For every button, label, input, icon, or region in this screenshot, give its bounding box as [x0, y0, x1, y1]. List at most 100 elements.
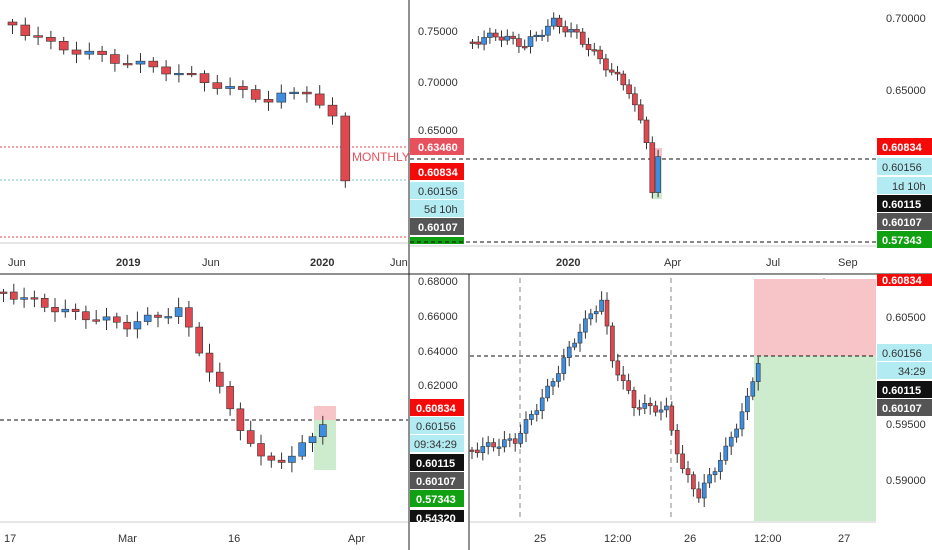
x-tick-label: Jul	[766, 257, 780, 269]
candle-body	[718, 460, 723, 472]
candle-body	[496, 446, 502, 449]
candle-body	[534, 410, 540, 415]
panel-bottom-left[interactable]: 17 Mar 16 Apr 0.68000 0.66000 0.64000 0.…	[0, 276, 464, 545]
4h-candles	[0, 283, 327, 473]
candle-body	[212, 82, 223, 89]
candle-body	[649, 142, 656, 193]
candle-body	[734, 428, 739, 438]
panel-top-left[interactable]: MONTHLY Jun 2019 Jun 2020 Jun 0.75000 0.…	[0, 17, 464, 269]
price-tick-label: 0.70000	[886, 13, 926, 25]
candle-body	[739, 411, 745, 430]
x-tick-label: 25	[534, 533, 546, 545]
candle-body	[71, 308, 80, 312]
loss-zone[interactable]	[754, 279, 876, 356]
x-tick-label: 12:00	[754, 533, 782, 545]
candle-body	[164, 316, 173, 319]
candle-body	[502, 439, 507, 448]
x-tick-label: Mar	[118, 533, 137, 545]
candle-body	[186, 73, 197, 76]
candle-body	[225, 86, 235, 89]
price-tag-text: 0.60107	[882, 403, 922, 415]
candle-body	[199, 73, 210, 83]
profit-zone[interactable]	[754, 356, 876, 521]
price-tag-bid	[410, 454, 464, 471]
candle-body	[637, 104, 644, 121]
candle-body	[518, 432, 523, 444]
x-tick-label: Jun	[8, 257, 26, 269]
candle-body	[545, 25, 551, 36]
candle-body	[728, 436, 734, 447]
candle-body	[143, 314, 152, 322]
price-tag-text: 0.60107	[416, 476, 456, 488]
candle-body	[516, 38, 522, 47]
x-tick-label: 17	[4, 533, 16, 545]
candle-body	[102, 316, 111, 321]
candle-body	[51, 307, 59, 313]
candle-body	[480, 446, 486, 454]
price-tag-text: 0.57343	[882, 235, 922, 247]
candle-body	[527, 36, 534, 47]
candle-body	[174, 73, 184, 76]
loss-zone[interactable]	[314, 406, 336, 420]
candle-body	[588, 313, 594, 320]
price-tick-label: 0.75000	[418, 26, 458, 38]
price-tag-stop	[410, 399, 464, 416]
price-tag-target	[877, 231, 932, 248]
candle-body	[647, 403, 653, 407]
price-tag-current	[410, 417, 464, 434]
candle-body	[226, 386, 234, 410]
candle-body	[691, 474, 696, 490]
x-tick-label: 2019	[116, 257, 140, 269]
loss-zone[interactable]	[652, 148, 662, 159]
candle-body	[723, 445, 729, 461]
candle-body	[701, 482, 707, 499]
candle-body	[250, 89, 261, 100]
candle-body	[298, 442, 307, 457]
candle-body	[58, 40, 69, 51]
candle-body	[318, 424, 327, 437]
candle-body	[523, 419, 529, 434]
countdown-text: 34:29	[898, 366, 926, 378]
candle-body	[593, 311, 599, 315]
price-tag-current	[877, 344, 932, 361]
candle-body	[288, 455, 296, 463]
panel-bottom-right[interactable]: 25 12:00 26 12:00 27 0.60500 0.59500 0.5…	[469, 274, 932, 545]
x-tick-label: 27	[838, 533, 850, 545]
candle-body	[30, 297, 39, 300]
candle-body	[276, 92, 287, 103]
price-tag-text: 0.60156	[416, 421, 456, 433]
price-tag-low	[410, 510, 464, 522]
price-tick-label: 0.59500	[886, 419, 926, 431]
candle-body	[707, 474, 712, 484]
panel-top-right[interactable]: 2020 Apr Jul Sep 0.70000 0.65000 0.60834…	[410, 12, 932, 269]
candle-body	[577, 331, 583, 344]
candle-body	[696, 488, 702, 499]
candle-body	[195, 326, 203, 354]
candle-body	[620, 374, 626, 381]
candle-body	[529, 414, 534, 420]
candle-body	[135, 60, 146, 65]
candle-body	[579, 31, 586, 45]
candle-body	[174, 307, 183, 317]
candle-body	[289, 91, 299, 94]
candle-body	[655, 156, 661, 193]
candle-body	[604, 299, 610, 327]
candle-body	[599, 299, 604, 312]
candle-body	[603, 58, 609, 71]
candle-body	[492, 32, 499, 38]
candle-body	[674, 429, 680, 455]
price-tick-label: 0.66000	[418, 311, 458, 323]
countdown-tag	[410, 200, 464, 217]
price-tag-text: 0.60834	[418, 167, 459, 179]
candle-body	[608, 69, 615, 73]
candle-body	[33, 35, 43, 38]
candle-body	[340, 115, 351, 182]
candle-body	[512, 438, 518, 444]
price-tick-label: 0.59000	[886, 475, 926, 487]
price-tag-text: 0.57343	[416, 494, 456, 506]
candle-body	[148, 60, 159, 68]
candle-body	[236, 408, 245, 431]
x-tick-label: Jun	[202, 257, 220, 269]
candle-body	[498, 36, 505, 41]
